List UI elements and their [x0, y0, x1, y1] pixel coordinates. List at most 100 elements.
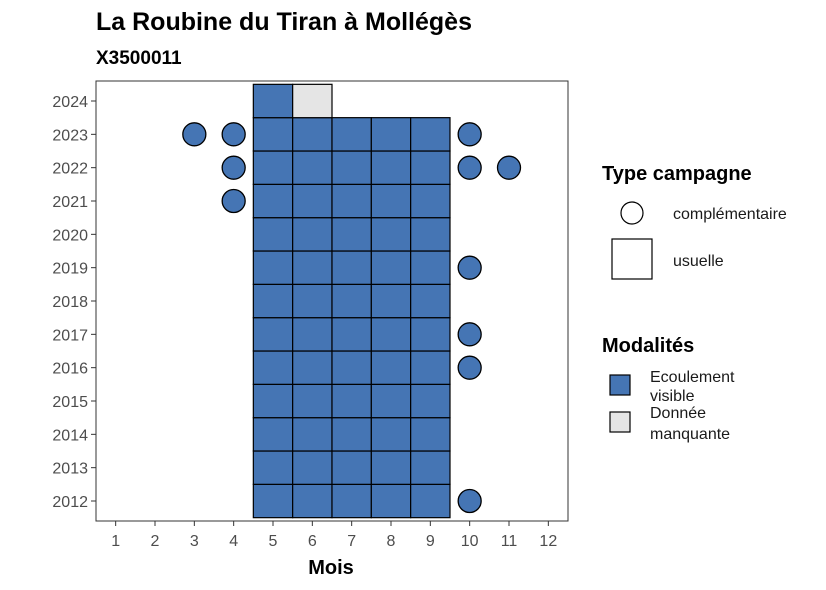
x-tick-label-1: 1 — [111, 533, 120, 550]
cell-2021-5 — [252, 183, 294, 219]
cell-2024-6 — [292, 83, 333, 119]
x-axis: 1 2 3 4 5 6 7 8 9 10 11 12 — [111, 521, 557, 550]
x-tick-label-6: 6 — [308, 533, 317, 550]
x-tick-label-12: 12 — [539, 533, 557, 550]
cell-2017-9 — [410, 317, 451, 352]
cell-2020-6 — [292, 217, 333, 252]
cell-2013-8 — [370, 450, 412, 485]
x-tick-label-3: 3 — [190, 533, 199, 550]
legend-ecoulement-label-line1: Ecoulement — [650, 369, 735, 386]
cell-2014-6 — [292, 417, 333, 452]
cell-2018-5 — [252, 283, 294, 319]
x-tick-label-11: 11 — [501, 533, 518, 550]
cell-2016-8 — [370, 350, 412, 385]
cell-2017-7 — [331, 317, 372, 352]
cell-2019-7 — [331, 250, 372, 285]
cell-2023-7 — [331, 117, 372, 152]
cell-2012-7 — [331, 483, 372, 519]
y-tick-label-2016: 2016 — [52, 361, 88, 378]
legend-donnee-label-line2: manquante — [650, 426, 730, 443]
complementaire-points — [182, 122, 522, 514]
x-tick-label-2: 2 — [151, 533, 160, 550]
cell-2023-6 — [292, 117, 333, 152]
point-2023-10 — [457, 122, 482, 147]
cell-2012-5 — [252, 483, 294, 519]
cell-2023-5 — [252, 117, 294, 152]
y-tick-label-2024: 2024 — [52, 94, 88, 111]
point-2021-4 — [221, 188, 246, 214]
y-tick-label-2021: 2021 — [52, 194, 88, 211]
cell-2016-7 — [331, 350, 372, 385]
cell-2018-8 — [370, 283, 412, 319]
chart-title: La Roubine du Tiran à Mollégès — [96, 8, 472, 36]
x-tick-label-8: 8 — [387, 533, 396, 550]
cell-2022-8 — [370, 150, 412, 185]
cell-2020-7 — [331, 217, 372, 252]
legend-usuelle-label: usuelle — [673, 253, 724, 270]
cell-2023-8 — [370, 117, 412, 152]
cell-2021-8 — [370, 183, 412, 219]
cell-2017-5 — [252, 317, 294, 352]
y-tick-label-2015: 2015 — [52, 394, 88, 411]
legend-fill-title: Modalités — [602, 335, 694, 357]
cell-2012-8 — [370, 483, 412, 519]
cell-2021-6 — [292, 183, 333, 219]
cell-2012-9 — [410, 483, 451, 519]
point-2023-3 — [182, 122, 207, 147]
cell-2020-8 — [370, 217, 412, 252]
cell-2014-7 — [331, 417, 372, 452]
cell-2014-5 — [252, 417, 294, 452]
legend-complementaire-label: complémentaire — [673, 206, 787, 223]
cell-2022-9 — [410, 150, 451, 185]
point-2023-4 — [221, 122, 246, 147]
y-axis: 2012 2013 2014 2015 2016 2017 2018 2019 2020 2021… — [52, 94, 96, 511]
cell-2018-6 — [292, 283, 333, 319]
cell-2022-6 — [292, 150, 333, 185]
cell-2019-9 — [410, 250, 451, 285]
cell-2020-9 — [410, 217, 451, 252]
cell-2017-6 — [292, 317, 333, 352]
point-2019-10 — [457, 255, 482, 280]
point-2022-4 — [221, 155, 246, 180]
x-axis-title: Mois — [308, 557, 354, 579]
y-tick-label-2012: 2012 — [52, 494, 88, 511]
cell-2018-9 — [410, 283, 451, 319]
cell-2014-8 — [370, 417, 412, 452]
plot-panel — [95, 80, 569, 522]
cell-2021-7 — [331, 183, 372, 219]
x-tick-label-10: 10 — [461, 533, 479, 550]
cell-2022-5 — [252, 150, 294, 185]
cell-2015-8 — [370, 383, 412, 419]
point-2022-10 — [457, 155, 482, 180]
cell-2017-8 — [370, 317, 412, 352]
cell-2013-7 — [331, 450, 372, 485]
x-tick-label-5: 5 — [269, 533, 278, 550]
cell-2015-6 — [292, 383, 333, 419]
legend-shape-title: Type campagne — [602, 163, 752, 185]
legend-ecoulement-label-line2: visible — [650, 388, 695, 405]
cell-2016-6 — [292, 350, 333, 385]
y-tick-label-2017: 2017 — [52, 327, 88, 344]
point-2022-11 — [496, 155, 522, 180]
y-tick-label-2023: 2023 — [52, 127, 88, 144]
y-tick-label-2018: 2018 — [52, 294, 88, 311]
y-tick-label-2022: 2022 — [52, 161, 88, 178]
cell-2022-7 — [331, 150, 372, 185]
legend-usuelle-key — [611, 238, 653, 280]
x-tick-label-9: 9 — [426, 533, 435, 550]
y-tick-label-2020: 2020 — [52, 227, 88, 244]
cell-2015-7 — [331, 383, 372, 419]
cell-2016-9 — [410, 350, 451, 385]
cell-2015-5 — [252, 383, 294, 419]
chart-subtitle: X3500011 — [96, 48, 182, 69]
cell-2012-6 — [292, 483, 333, 519]
cell-2014-9 — [410, 417, 451, 452]
cell-2019-6 — [292, 250, 333, 285]
legend-complementaire-key — [620, 201, 644, 225]
cell-2016-5 — [252, 350, 294, 385]
cell-2024-5 — [252, 83, 294, 119]
cell-2021-9 — [410, 183, 451, 219]
cell-2020-5 — [252, 217, 294, 252]
cell-2019-8 — [370, 250, 412, 285]
